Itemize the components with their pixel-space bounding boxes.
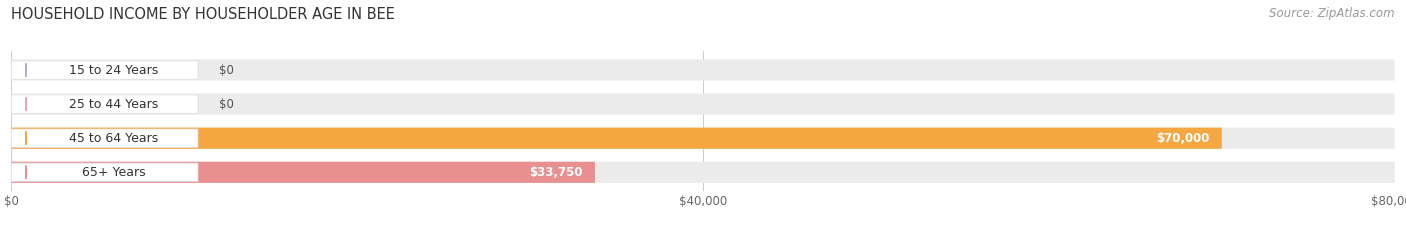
Text: $33,750: $33,750 [529, 166, 583, 179]
Text: 65+ Years: 65+ Years [82, 166, 146, 179]
Text: $0: $0 [219, 98, 233, 111]
FancyBboxPatch shape [11, 162, 595, 183]
Text: 25 to 44 Years: 25 to 44 Years [69, 98, 159, 111]
Text: $70,000: $70,000 [1156, 132, 1209, 145]
FancyBboxPatch shape [11, 93, 1395, 115]
FancyBboxPatch shape [11, 61, 198, 79]
FancyBboxPatch shape [11, 128, 1222, 149]
FancyBboxPatch shape [11, 59, 1395, 81]
Text: HOUSEHOLD INCOME BY HOUSEHOLDER AGE IN BEE: HOUSEHOLD INCOME BY HOUSEHOLDER AGE IN B… [11, 7, 395, 22]
FancyBboxPatch shape [11, 128, 1395, 149]
Text: Source: ZipAtlas.com: Source: ZipAtlas.com [1270, 7, 1395, 20]
FancyBboxPatch shape [11, 163, 198, 182]
FancyBboxPatch shape [11, 95, 198, 113]
Text: 45 to 64 Years: 45 to 64 Years [69, 132, 159, 145]
FancyBboxPatch shape [11, 162, 1395, 183]
Text: 15 to 24 Years: 15 to 24 Years [69, 64, 159, 76]
FancyBboxPatch shape [11, 129, 198, 147]
Text: $0: $0 [219, 64, 233, 76]
